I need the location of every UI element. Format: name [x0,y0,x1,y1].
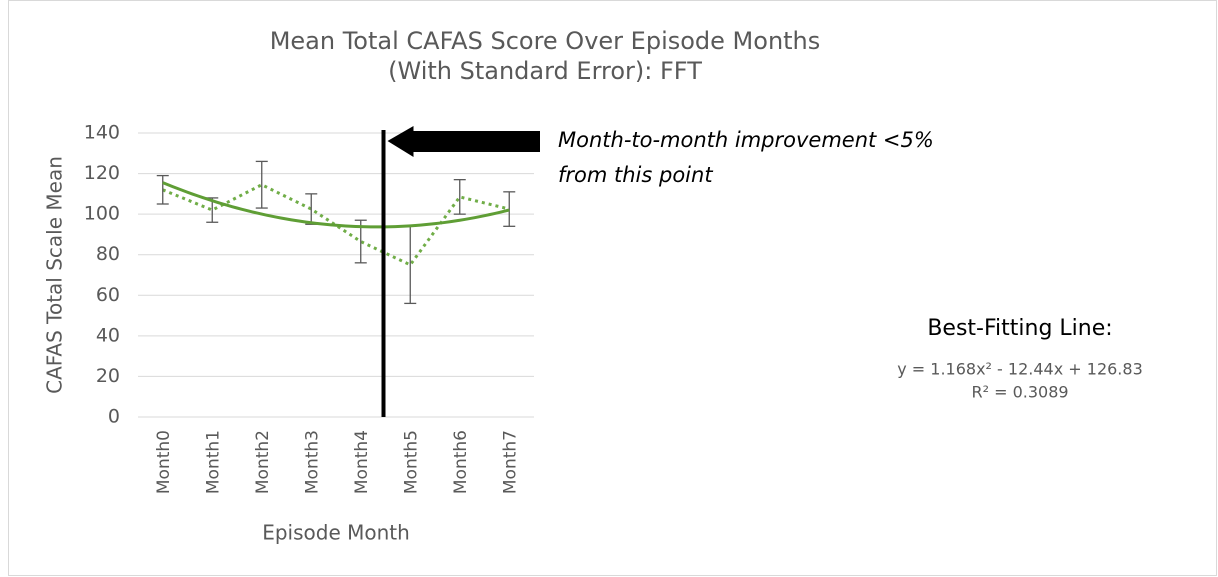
trendline-r2: R² = 0.3089 [971,383,1068,402]
x-axis-label: Episode Month [262,521,410,545]
y-tick-label: 60 [96,284,120,306]
trendline [162,181,510,229]
y-axis-label: CAFAS Total Scale Mean [43,156,67,394]
x-tick-label: Month4 [352,430,372,494]
trendline-equation: y = 1.168x² - 12.44x + 126.83 [897,360,1143,379]
trendline-label: Best-Fitting Line: [927,316,1112,341]
x-tick-label: Month6 [451,430,471,494]
y-tick-label: 20 [96,365,120,387]
y-tick-label: 40 [96,324,120,346]
x-tick-label: Month1 [203,430,223,494]
chart-frame [8,0,1217,576]
annotation-text: Month-to-month improvement <5% [558,128,934,152]
chart-title: Mean Total CAFAS Score Over Episode Mont… [270,27,821,55]
y-tick-label: 140 [84,122,120,144]
x-tick-label: Month2 [253,430,273,494]
x-tick-label: Month3 [302,430,322,494]
y-tick-label: 0 [108,406,120,428]
x-tick-label: Month7 [500,430,520,494]
y-tick-label: 120 [84,162,120,184]
x-tick-label: Month5 [401,430,421,494]
annotation-text: from this point [558,163,713,187]
chart-title: (With Standard Error): FFT [388,57,702,85]
y-tick-label: 80 [96,243,120,265]
y-tick-label: 100 [84,203,120,225]
annotation-arrow [387,126,540,157]
x-tick-label: Month0 [154,430,174,494]
